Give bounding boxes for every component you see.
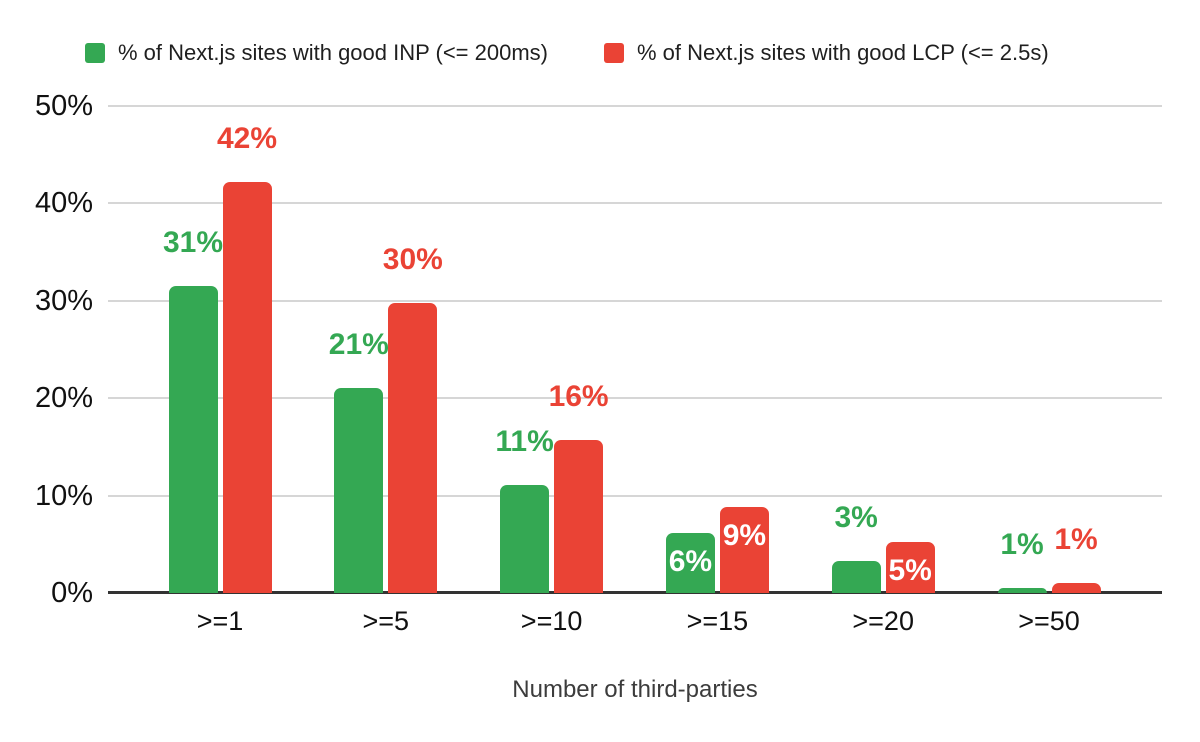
bar-label-inp->=1: 31% — [162, 226, 224, 260]
gridline-30 — [108, 299, 1162, 302]
x-axis-title: Number of third-parties — [512, 676, 758, 703]
bar-label-inp->=15: 6% — [668, 544, 713, 578]
legend-label-lcp: % of Next.js sites with good LCP (<= 2.5… — [637, 40, 1049, 65]
legend-item-lcp: % of Next.js sites with good LCP (<= 2.5… — [604, 40, 1049, 66]
bar-lcp->=5 — [388, 302, 438, 593]
bar-inp->=20 — [831, 560, 881, 593]
bar-lcp->=50 — [1051, 583, 1101, 593]
lcp-swatch-icon — [604, 43, 624, 63]
bar-label-inp->=5: 21% — [328, 328, 389, 362]
legend-label-inp: % of Next.js sites with good INP (<= 200… — [118, 40, 548, 65]
gridline-50 — [108, 105, 1162, 107]
bar-lcp->=1 — [222, 181, 272, 593]
x-tick-label->=20: >=20 — [852, 606, 914, 636]
bar-lcp->=15 — [719, 507, 769, 593]
bar-lcp->=20 — [885, 542, 935, 593]
bar-inp->=15 — [665, 532, 715, 593]
bar-inp->=10 — [500, 484, 550, 593]
bar-label-inp->=10: 11% — [495, 424, 554, 458]
x-tick-label->=10: >=10 — [520, 606, 583, 636]
y-tick-label-50: 50% — [34, 90, 93, 122]
gridline-10 — [108, 494, 1162, 497]
x-tick-label->=5: >=5 — [362, 606, 410, 636]
plot-area: 31% 42% 21% 30% 11% 16% 6% 9% 3% 5% 1% 1% — [108, 105, 1162, 594]
x-tick-label->=1: >=1 — [196, 606, 244, 636]
bar-lcp->=10 — [554, 440, 604, 593]
y-tick-label-0: 0% — [51, 577, 93, 609]
x-tick-label->=15: >=15 — [686, 606, 749, 636]
bar-label-lcp->=20: 5% — [888, 554, 932, 588]
bar-label-lcp->=5: 30% — [382, 242, 443, 276]
bar-inp->=1 — [168, 286, 218, 593]
x-tick-label->=50: >=50 — [1018, 606, 1080, 636]
bar-label-inp->=50: 1% — [1000, 528, 1044, 562]
bar-label-lcp->=10: 16% — [548, 380, 609, 414]
bar-inp->=50 — [997, 588, 1047, 593]
bar-label-lcp->=1: 42% — [216, 121, 278, 155]
y-tick-label-40: 40% — [34, 187, 93, 220]
legend: % of Next.js sites with good INP (<= 200… — [85, 40, 1049, 66]
y-tick-label-10: 10% — [34, 479, 93, 512]
gridline-20 — [108, 397, 1162, 400]
y-tick-label-20: 20% — [34, 382, 93, 415]
inp-swatch-icon — [85, 43, 105, 63]
y-tick-label-30: 30% — [34, 284, 93, 317]
gridline-40 — [108, 202, 1162, 205]
bar-label-inp->=20: 3% — [834, 500, 878, 534]
legend-item-inp: % of Next.js sites with good INP (<= 200… — [85, 40, 548, 66]
bar-inp->=5 — [334, 388, 384, 593]
bar-label-lcp->=50: 1% — [1054, 523, 1098, 557]
bar-label-lcp->=15: 9% — [722, 519, 767, 553]
x-axis-line — [108, 591, 1162, 594]
